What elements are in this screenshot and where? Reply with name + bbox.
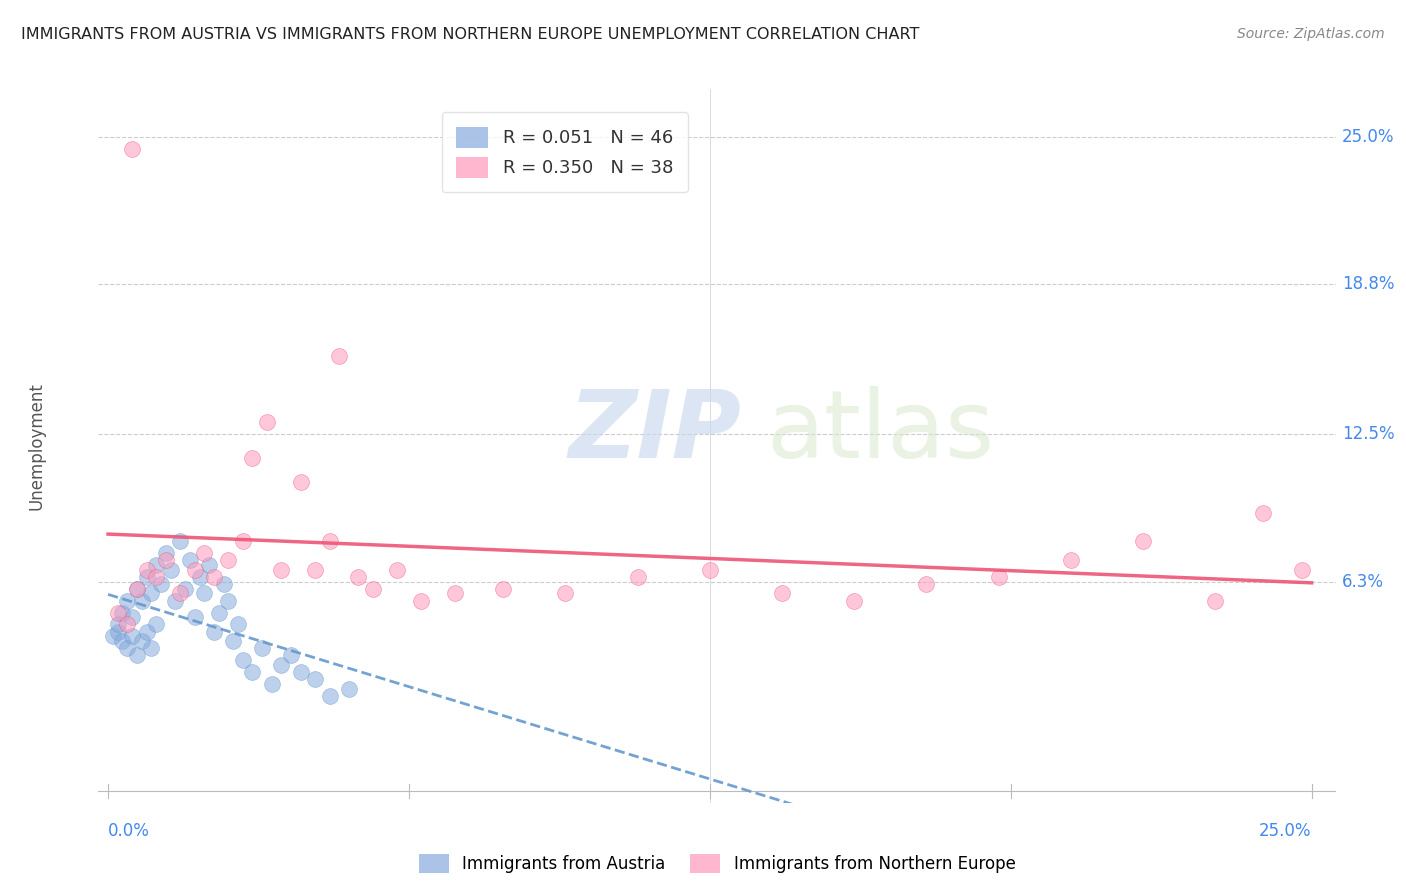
Point [270,563,292,577]
Point [141,641,163,656]
Point [125,582,148,596]
Point [107,617,129,632]
Point [111,606,134,620]
Point [318,689,340,703]
Point [183,563,205,577]
Point [193,586,215,600]
Point [165,593,187,607]
Point [217,593,239,607]
Point [260,677,283,691]
Point [328,349,350,363]
Point [169,534,191,549]
Point [121,610,143,624]
Point [174,582,197,596]
Point [318,534,340,549]
Point [198,558,221,572]
Point [290,665,312,679]
Point [125,648,148,663]
Text: IMMIGRANTS FROM AUSTRIA VS IMMIGRANTS FROM NORTHERN EUROPE UNEMPLOYMENT CORRELAT: IMMIGRANTS FROM AUSTRIA VS IMMIGRANTS FR… [21,27,920,42]
Point [183,610,205,624]
Point [107,624,129,639]
Point [107,606,129,620]
Point [1253,506,1275,520]
Point [125,582,148,596]
Point [145,617,167,632]
Point [117,641,139,656]
Point [250,641,273,656]
Point [193,546,215,560]
Point [159,563,181,577]
Point [443,586,465,600]
Point [232,534,254,549]
Text: 25.0%: 25.0% [1341,128,1395,145]
Text: 25.0%: 25.0% [1260,822,1312,840]
Point [121,629,143,643]
Point [232,653,254,667]
Point [141,586,163,600]
Point [117,593,139,607]
Point [770,586,793,600]
Point [208,606,231,620]
Point [337,681,360,696]
Point [361,582,384,596]
Point [1132,534,1154,549]
Point [150,577,173,591]
Point [155,553,177,567]
Point [987,570,1010,584]
Legend: Immigrants from Austria, Immigrants from Northern Europe: Immigrants from Austria, Immigrants from… [412,847,1022,880]
Point [169,586,191,600]
Point [385,563,408,577]
Point [217,553,239,567]
Point [242,665,264,679]
Point [1060,553,1083,567]
Text: 6.3%: 6.3% [1341,573,1384,591]
Point [242,450,264,465]
Text: 0.0%: 0.0% [108,822,150,840]
Point [121,142,143,156]
Point [256,415,278,429]
Point [304,563,326,577]
Point [179,553,201,567]
Text: Source: ZipAtlas.com: Source: ZipAtlas.com [1237,27,1385,41]
Text: 18.8%: 18.8% [1341,276,1395,293]
Point [409,593,432,607]
Point [627,570,650,584]
Point [155,546,177,560]
Point [135,624,157,639]
Point [226,617,249,632]
Point [101,629,124,643]
Point [915,577,938,591]
Point [135,570,157,584]
Point [145,570,167,584]
Point [202,570,225,584]
Point [188,570,211,584]
Point [699,563,721,577]
Point [554,586,576,600]
Point [347,570,370,584]
Point [131,634,153,648]
Point [492,582,515,596]
Point [131,593,153,607]
Point [145,558,167,572]
Text: Unemployment: Unemployment [28,382,45,510]
Point [1291,563,1313,577]
Point [111,634,134,648]
Point [212,577,235,591]
Point [222,634,245,648]
Point [844,593,866,607]
Point [117,617,139,632]
Point [304,672,326,686]
Text: ZIP: ZIP [568,385,741,478]
Text: 12.5%: 12.5% [1341,425,1395,443]
Point [290,475,312,489]
Point [202,624,225,639]
Point [1204,593,1226,607]
Point [270,657,292,672]
Text: atlas: atlas [766,385,995,478]
Point [280,648,302,663]
Point [135,563,157,577]
